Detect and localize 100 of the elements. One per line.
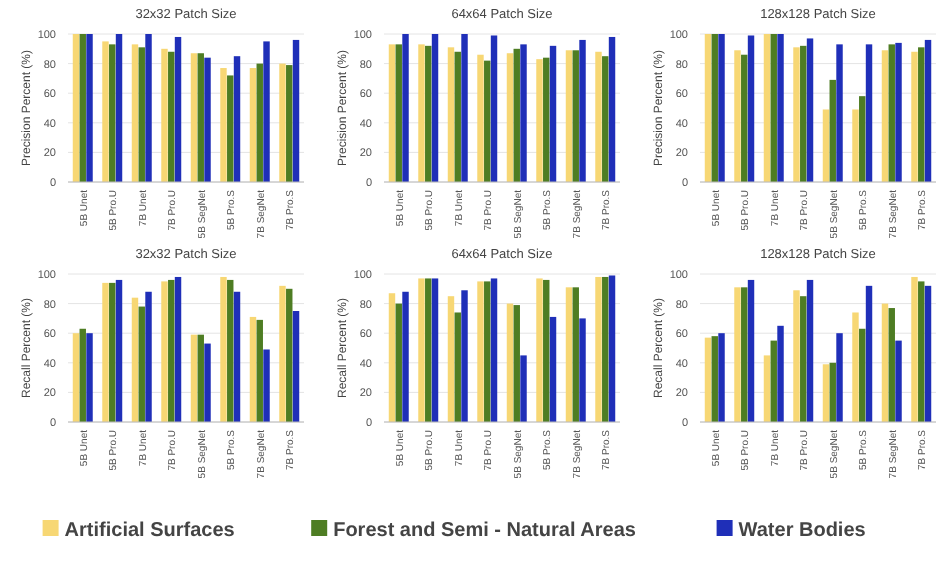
bar — [572, 287, 579, 422]
bar — [741, 287, 748, 422]
bar — [565, 50, 573, 182]
bar — [513, 305, 520, 422]
bar — [829, 362, 836, 422]
bar — [484, 60, 491, 182]
bar — [286, 65, 293, 182]
bar — [747, 279, 755, 422]
bar — [454, 312, 461, 422]
bar — [822, 109, 830, 182]
bar — [395, 303, 402, 422]
bar — [131, 44, 139, 182]
bar — [447, 296, 455, 422]
bar — [602, 56, 609, 182]
bar — [102, 41, 109, 182]
legend-label: Artificial Surfaces — [64, 520, 236, 542]
bar — [865, 285, 873, 422]
bar — [461, 34, 468, 182]
bar — [852, 109, 859, 182]
bar — [800, 45, 807, 182]
bar — [79, 34, 86, 182]
bar — [895, 340, 902, 422]
bar — [477, 281, 484, 422]
bar — [734, 287, 741, 422]
bar — [263, 349, 270, 422]
bar — [718, 34, 725, 182]
bar — [263, 41, 270, 182]
bar — [918, 47, 925, 182]
bar — [543, 279, 550, 422]
bar — [79, 328, 86, 422]
bar — [924, 285, 932, 422]
bar — [895, 42, 902, 182]
bar — [711, 336, 718, 422]
bar — [161, 281, 168, 422]
bar — [718, 333, 725, 422]
bar — [233, 56, 241, 182]
bar — [490, 35, 498, 182]
bar — [388, 293, 396, 422]
bar — [888, 308, 895, 422]
bar — [490, 278, 498, 422]
bar — [102, 282, 109, 422]
bar — [161, 48, 168, 182]
bar — [704, 337, 712, 422]
bar — [292, 39, 300, 182]
bar — [852, 312, 859, 422]
bar — [388, 44, 396, 182]
bar — [520, 44, 527, 182]
bar — [602, 276, 609, 422]
bar — [292, 311, 300, 422]
bar — [447, 47, 455, 182]
bar — [431, 34, 439, 182]
bar — [770, 34, 777, 182]
bar — [279, 285, 286, 422]
bar — [777, 34, 784, 182]
bar — [72, 333, 80, 422]
bar — [249, 316, 257, 422]
bar — [829, 79, 836, 182]
bar — [454, 51, 461, 182]
bar — [536, 278, 543, 422]
bar — [549, 45, 557, 182]
bar — [579, 39, 586, 182]
bar — [220, 276, 227, 422]
bar — [595, 276, 602, 422]
bar — [109, 44, 116, 182]
bar — [256, 319, 263, 422]
bar — [145, 291, 152, 422]
bar — [402, 291, 409, 422]
bar — [836, 44, 843, 182]
bar — [536, 59, 543, 182]
bar — [543, 57, 550, 182]
bar — [174, 36, 182, 182]
legend-label: Water Bodies — [738, 520, 867, 542]
bar — [777, 325, 784, 422]
legend-label: Forest and Semi - Natural Areas — [333, 520, 637, 542]
bar — [763, 355, 771, 422]
bar — [279, 63, 286, 182]
bar — [822, 364, 830, 422]
bar — [513, 48, 520, 182]
bar — [704, 34, 712, 182]
bar — [924, 39, 932, 182]
bar — [418, 278, 425, 422]
bar — [131, 297, 139, 422]
bar — [256, 63, 263, 182]
bar — [425, 278, 432, 422]
bar — [608, 275, 616, 422]
bar — [477, 54, 484, 182]
bar — [109, 282, 116, 422]
bar — [145, 34, 152, 182]
bar — [249, 68, 257, 182]
bar — [836, 333, 843, 422]
bar — [506, 53, 514, 182]
bar — [418, 44, 425, 182]
bar — [918, 281, 925, 422]
bar — [402, 34, 409, 182]
bar — [204, 343, 211, 422]
bar — [747, 35, 755, 182]
bar — [168, 51, 175, 182]
bar — [138, 306, 145, 422]
bar — [911, 276, 918, 422]
bar — [115, 34, 123, 182]
